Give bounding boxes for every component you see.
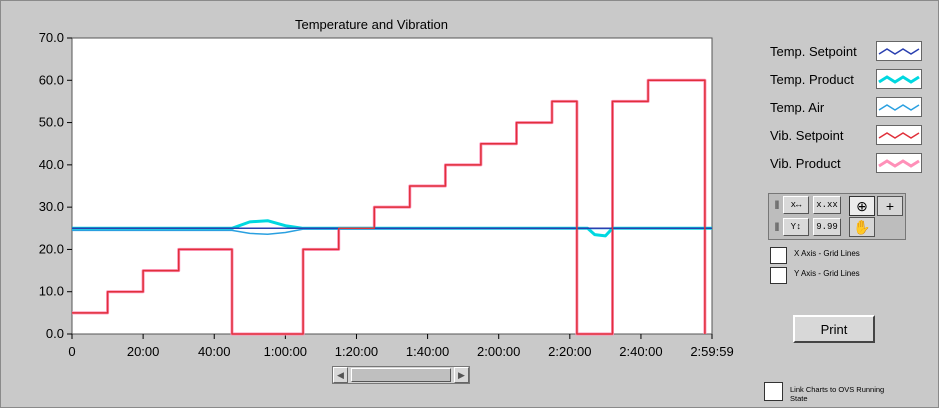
y-tick-label: 30.0 — [39, 199, 64, 214]
legend-item-vib-product[interactable]: Vib. Product — [760, 152, 922, 176]
series-line-vib-setpoint — [72, 79, 706, 335]
series-line-temp-air — [72, 227, 713, 235]
plot-area — [71, 37, 713, 335]
x-lock-icon[interactable]: ‖ — [774, 198, 780, 212]
legend-swatch — [876, 153, 922, 173]
y-autoscale-label: Y — [790, 222, 796, 232]
y-grid-label: Y Axis - Grid Lines — [794, 269, 860, 278]
legend-swatch — [876, 69, 922, 89]
x-tick-label: 0 — [68, 344, 75, 359]
x-format-label: x.xx — [816, 200, 838, 210]
y-autoscale-button[interactable]: Y ↕ — [783, 218, 809, 236]
y-axis: 0.0 10.0 20.0 30.0 40.0 50.0 60.0 70.0 — [39, 30, 72, 341]
zoom-icon[interactable]: ⊕ — [849, 196, 875, 216]
y-tick-label: 60.0 — [39, 72, 64, 87]
x-grid-checkbox[interactable] — [770, 247, 787, 264]
x-tick-label: 2:59:59 — [690, 344, 733, 359]
legend-item-temp-air[interactable]: Temp. Air — [760, 96, 922, 120]
scroll-right-icon[interactable]: ▶ — [454, 367, 469, 383]
x-tick-label: 2:40:00 — [619, 344, 662, 359]
legend-label: Temp. Air — [770, 100, 825, 115]
x-tick-label: 1:20:00 — [335, 344, 378, 359]
crosshair-icon[interactable]: + — [877, 196, 903, 216]
y-lock-icon[interactable]: ‖ — [774, 220, 780, 234]
x-autoscale-button[interactable]: x ↔ — [783, 196, 809, 214]
y-tick-label: 50.0 — [39, 115, 64, 130]
y-tick-label: 70.0 — [39, 30, 64, 45]
x-tick-label: 2:00:00 — [477, 344, 520, 359]
link-charts-label: Link Charts to OVS Running State — [790, 385, 885, 403]
legend-item-vib-setpoint[interactable]: Vib. Setpoint — [760, 124, 922, 148]
chart-title: Temperature and Vibration — [295, 17, 448, 32]
graph-palette: ‖ x ↔ x.xx ‖ Y ↕ 9.99 ⊕ + ✋ — [768, 193, 906, 240]
y-tick-label: 0.0 — [46, 326, 64, 341]
legend-label: Temp. Setpoint — [770, 44, 857, 59]
legend-item-temp-product[interactable]: Temp. Product — [760, 68, 922, 92]
legend-swatch — [876, 97, 922, 117]
scroll-thumb[interactable] — [351, 368, 451, 382]
print-button[interactable]: Print — [793, 315, 875, 343]
link-charts-checkbox[interactable] — [764, 382, 783, 401]
x-tick-label: 1:00:00 — [264, 344, 307, 359]
x-tick-label: 40:00 — [198, 344, 231, 359]
y-format-label: 9.99 — [816, 222, 838, 232]
legend-label: Temp. Product — [770, 72, 854, 87]
y-tick-label: 40.0 — [39, 157, 64, 172]
x-tick-label: 2:20:00 — [548, 344, 591, 359]
y-tick-label: 10.0 — [39, 284, 64, 299]
legend-item-temp-setpoint[interactable]: Temp. Setpoint — [760, 40, 922, 64]
legend-swatch — [876, 41, 922, 61]
x-autoscale-label: x — [790, 200, 796, 210]
x-format-button[interactable]: x.xx — [813, 196, 841, 214]
hand-icon[interactable]: ✋ — [849, 217, 875, 237]
legend-label: Vib. Product — [770, 156, 841, 171]
series-lines — [72, 78, 713, 336]
y-format-button[interactable]: 9.99 — [813, 218, 841, 236]
x-axis: 0 20:00 40:00 1:00:00 1:20:00 1:40:00 2:00:00 2… — [68, 334, 734, 359]
legend-swatch — [876, 125, 922, 145]
x-tick-label: 1:40:00 — [406, 344, 449, 359]
y-grid-checkbox[interactable] — [770, 267, 787, 284]
x-tick-label: 20:00 — [127, 344, 160, 359]
scroll-left-icon[interactable]: ◀ — [333, 367, 348, 383]
y-tick-label: 20.0 — [39, 241, 64, 256]
x-scrollbar[interactable]: ◀ ▶ — [332, 366, 470, 384]
x-grid-label: X Axis - Grid Lines — [794, 249, 860, 258]
legend-label: Vib. Setpoint — [770, 128, 844, 143]
